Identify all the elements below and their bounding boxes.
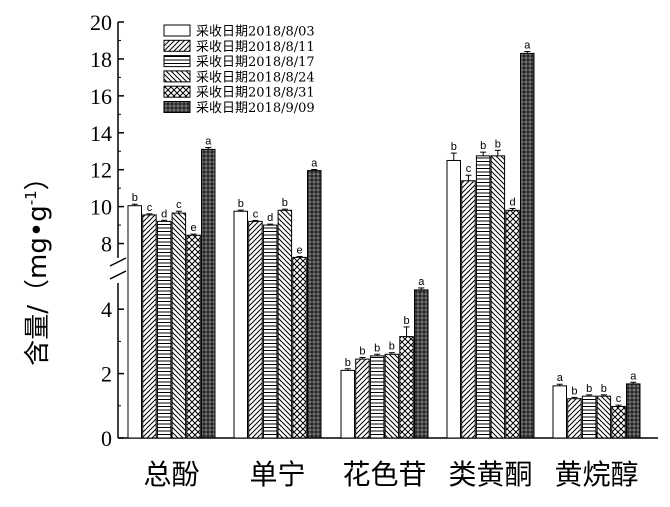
- bar: [248, 220, 263, 439]
- significance-label: e: [190, 222, 196, 234]
- legend-entry: 采收日期2018/8/31: [196, 86, 315, 101]
- bar: [626, 383, 641, 439]
- bar: [399, 336, 414, 439]
- x-category-label: 花色苷: [342, 458, 426, 491]
- bar: [156, 220, 172, 439]
- bar: [127, 205, 142, 439]
- significance-label: c: [616, 393, 622, 405]
- significance-label: b: [586, 383, 592, 395]
- legend-entry: 采收日期2018/9/09: [196, 101, 315, 116]
- significance-label: b: [403, 315, 409, 327]
- y-tick-label: 10: [90, 195, 112, 220]
- x-category-label: 类黄酮: [448, 458, 532, 491]
- y-tick-label: 16: [90, 84, 112, 109]
- legend-entry: 采收日期2018/8/24: [196, 70, 315, 85]
- significance-label: a: [630, 370, 637, 382]
- significance-label: a: [205, 136, 212, 148]
- axis-break-mark: [109, 257, 127, 280]
- significance-label: a: [524, 40, 531, 52]
- legend-swatch: [163, 85, 191, 98]
- bar: [233, 210, 248, 439]
- bar: [171, 212, 187, 439]
- y-tick-label: 4: [101, 297, 112, 322]
- bar: [369, 355, 385, 439]
- legend-swatch: [163, 70, 191, 83]
- bar: [201, 148, 216, 439]
- significance-label: b: [451, 141, 457, 153]
- y-tick-label: 20: [90, 10, 112, 35]
- bar: [186, 234, 201, 439]
- x-category-label: 单宁: [249, 458, 305, 491]
- y-tick-label: 18: [90, 47, 112, 72]
- bar: [277, 209, 293, 439]
- significance-label: b: [345, 357, 351, 369]
- bar: [446, 159, 461, 439]
- significance-label: b: [495, 138, 501, 150]
- bar: [490, 155, 506, 439]
- y-axis-label-close: ）: [23, 164, 53, 190]
- significance-label: a: [557, 372, 564, 384]
- significance-label: d: [267, 212, 273, 224]
- legend-swatch: [163, 55, 191, 68]
- significance-label: b: [132, 192, 138, 204]
- legend-entry: 采收日期2018/8/03: [196, 25, 315, 40]
- legend-entry: 采收日期2018/8/11: [196, 40, 315, 55]
- bar: [611, 405, 626, 439]
- significance-label: b: [374, 342, 380, 354]
- x-category-label: 黄烷醇: [554, 458, 638, 491]
- bar: [567, 398, 582, 439]
- bar: [384, 353, 400, 439]
- bar: [520, 52, 535, 439]
- significance-label: b: [601, 383, 607, 395]
- legend: 采收日期2018/8/03采收日期2018/8/11采收日期2018/8/17采…: [163, 24, 315, 116]
- bar: [414, 289, 429, 439]
- y-tick-label: 8: [101, 232, 112, 257]
- y-tick-label: 0: [101, 426, 112, 451]
- bar: [142, 214, 157, 439]
- significance-label: c: [176, 199, 182, 211]
- significance-label: b: [389, 341, 395, 353]
- y-axis-label-main: 含量/（mg•g: [23, 205, 53, 365]
- bar: [262, 224, 278, 439]
- y-tick-label: 2: [101, 362, 112, 387]
- bar: [340, 369, 355, 439]
- bar: [475, 155, 491, 439]
- significance-label: b: [480, 140, 486, 152]
- bar: [292, 256, 307, 439]
- significance-label: c: [466, 163, 472, 175]
- axes: 0 2 4 8 10 12 14 16 18 20 含量/（mg•g-1） 总酚 单宁 花色苷 类黄酮 黄烷醇: [22, 10, 658, 491]
- x-category-label: 总酚: [143, 458, 199, 491]
- significance-label: a: [418, 276, 425, 288]
- significance-label: c: [147, 202, 153, 214]
- y-axis-label-sup: -1: [22, 190, 40, 205]
- legend-swatch: [163, 39, 191, 52]
- significance-label: b: [571, 385, 577, 397]
- significance-label: b: [282, 197, 288, 209]
- y-tick-label: 14: [90, 121, 112, 146]
- significance-label: b: [359, 346, 365, 358]
- bar: [505, 209, 520, 439]
- significance-label: c: [253, 208, 259, 220]
- significance-label: d: [161, 208, 167, 220]
- legend-swatch: [163, 101, 191, 113]
- legend-entry: 采收日期2018/8/17: [196, 55, 315, 70]
- bars: [127, 51, 641, 439]
- bar: [355, 358, 370, 439]
- bar: [461, 180, 476, 439]
- legend-swatch: [163, 24, 191, 37]
- y-axis-label: 含量/（mg•g-1）: [22, 164, 53, 365]
- y-tick-label: 12: [90, 158, 112, 183]
- bar: [552, 385, 567, 439]
- significance-label: d: [509, 196, 515, 208]
- bar: [596, 395, 612, 439]
- significance-label: a: [311, 158, 318, 170]
- significance-label: b: [238, 198, 244, 210]
- significance-label: e: [296, 244, 302, 256]
- bar: [307, 170, 322, 439]
- bar: [581, 395, 597, 439]
